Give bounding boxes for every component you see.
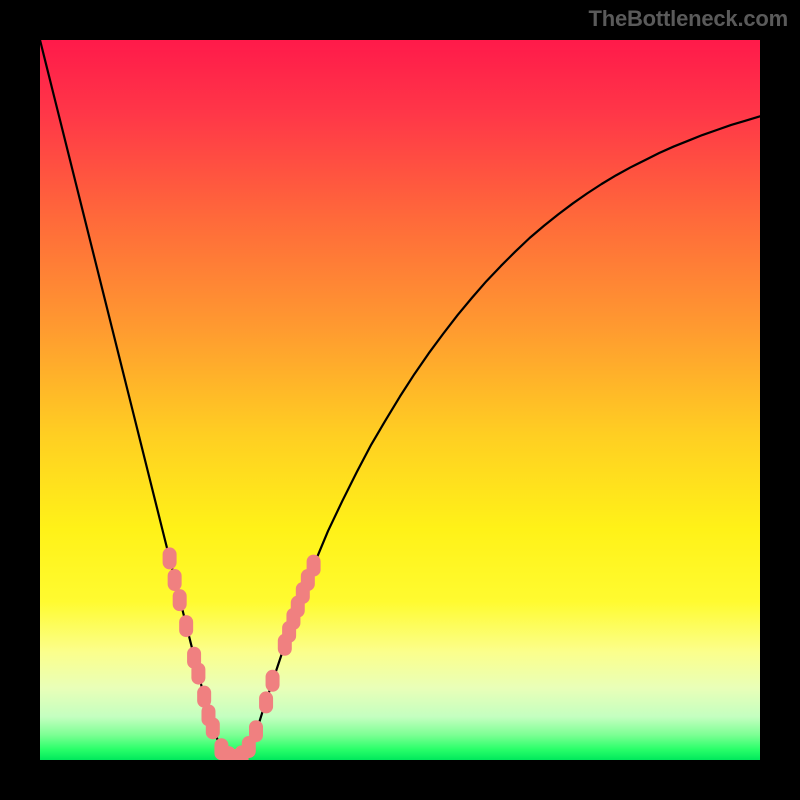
scatter-marker [173,589,187,611]
plot-background [40,40,760,760]
scatter-marker [307,555,321,577]
scatter-marker [206,717,220,739]
scatter-marker [197,686,211,708]
scatter-marker [266,670,280,692]
chart-frame: TheBottleneck.com [0,0,800,800]
scatter-marker [249,720,263,742]
chart-svg [0,0,800,800]
scatter-marker [168,569,182,591]
scatter-marker [179,615,193,637]
scatter-marker [259,691,273,713]
scatter-marker [191,663,205,685]
watermark-text: TheBottleneck.com [588,6,788,32]
scatter-marker [163,547,177,569]
